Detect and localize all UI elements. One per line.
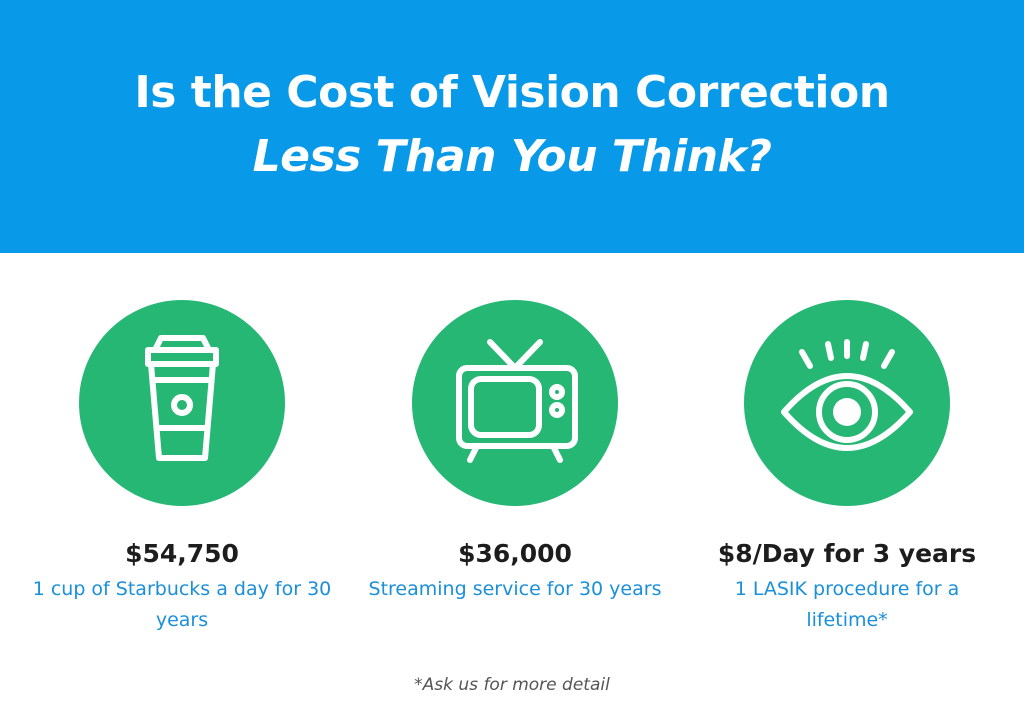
card-description: 1 LASIK procedure for a lifetime* bbox=[734, 578, 960, 631]
page-subtitle: Less Than You Think? bbox=[252, 131, 772, 182]
card-description: Streaming service for 30 years bbox=[368, 578, 662, 600]
card-price: $54,750 bbox=[125, 539, 239, 568]
eye-icon-circle bbox=[744, 300, 950, 506]
coffee-cup-icon bbox=[145, 335, 219, 461]
footnote: *Ask us for more detail bbox=[414, 675, 610, 695]
card-price: $36,000 bbox=[458, 539, 572, 568]
card-price: $8/Day for 3 years bbox=[717, 539, 977, 568]
card-description: 1 cup of Starbucks a day for 30 years bbox=[32, 578, 332, 631]
header-banner: Is the Cost of Vision Correction Less Th… bbox=[0, 0, 1024, 253]
coffee-icon-circle bbox=[79, 300, 285, 506]
eye-icon bbox=[781, 339, 913, 451]
television-icon bbox=[456, 339, 578, 463]
page-title: Is the Cost of Vision Correction bbox=[134, 67, 890, 118]
tv-icon-circle bbox=[412, 300, 618, 506]
